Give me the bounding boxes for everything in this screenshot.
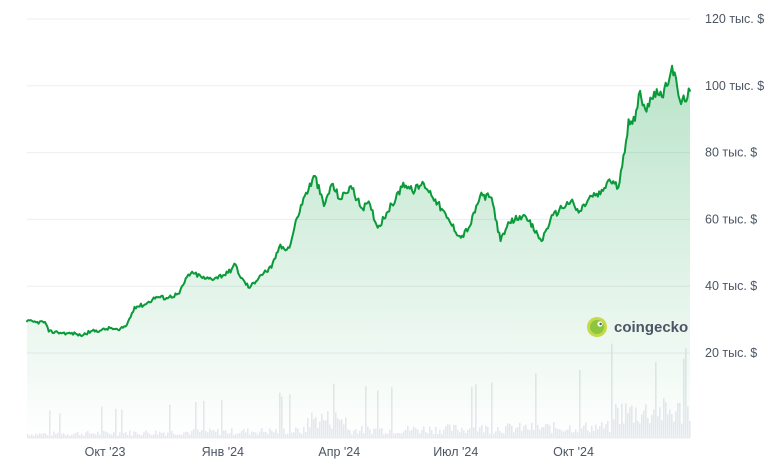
y-axis: 20 тыс. $ 40 тыс. $ 60 тыс. $ 80 тыс. $ 100 …	[705, 12, 764, 360]
price-area-fill	[27, 65, 690, 438]
y-tick-label: 120 тыс. $	[705, 12, 764, 26]
gecko-logo-icon	[587, 317, 607, 337]
y-tick-label: 80 тыс. $	[705, 146, 757, 160]
y-tick-label: 20 тыс. $	[705, 346, 757, 360]
x-tick-label: Окт '23	[85, 445, 126, 459]
brand-name: coingecko	[614, 319, 688, 336]
y-tick-label: 100 тыс. $	[705, 79, 764, 93]
x-tick-label: Апр '24	[318, 445, 360, 459]
x-tick-label: Янв '24	[202, 445, 244, 459]
price-area	[27, 65, 690, 438]
y-tick-label: 60 тыс. $	[705, 212, 757, 226]
coingecko-watermark: coingecko	[587, 317, 688, 337]
price-line-group	[26, 64, 691, 338]
x-tick-label: Окт '24	[553, 445, 594, 459]
x-tick-label: Июл '24	[433, 445, 478, 459]
x-axis: Окт '23 Янв '24 Апр '24 Июл '24 Окт '24	[85, 445, 594, 459]
y-tick-label: 40 тыс. $	[705, 279, 757, 293]
price-series-line	[26, 64, 691, 338]
